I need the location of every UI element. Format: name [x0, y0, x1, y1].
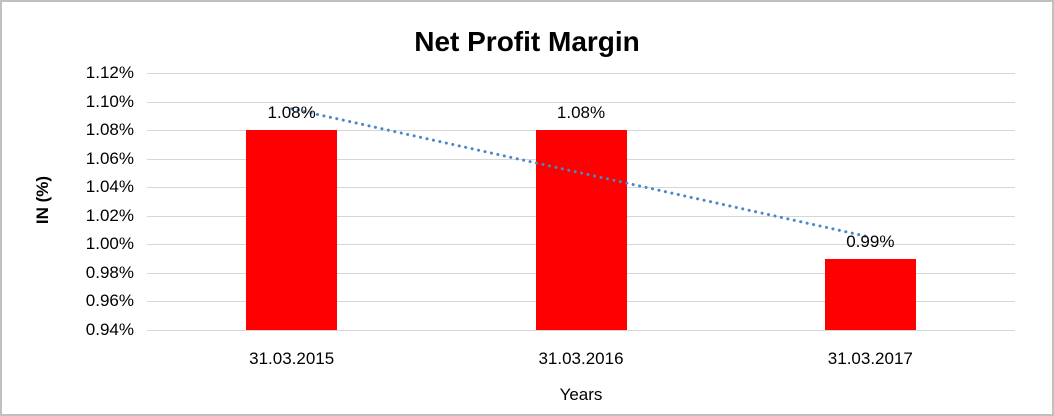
x-axis-tick-label: 31.03.2015 — [249, 349, 335, 368]
chart-title: Net Profit Margin — [414, 26, 640, 57]
y-axis-tick-label: 0.98% — [85, 262, 134, 282]
y-axis-tick-label: 0.96% — [85, 291, 134, 311]
x-axis-title: Years — [559, 385, 603, 404]
y-axis-tick-label: 1.02% — [85, 205, 134, 225]
y-axis-tick-label: 1.12% — [85, 63, 134, 82]
data-label: 1.08% — [267, 103, 316, 123]
y-axis-tick-label: 1.04% — [85, 177, 134, 197]
x-axis-tick-label: 31.03.2017 — [827, 349, 913, 368]
y-axis-tick-label: 1.00% — [85, 234, 134, 254]
bar-31.03.2015 — [246, 130, 338, 330]
y-axis-tick-label: 1.06% — [85, 148, 134, 168]
gridline — [147, 330, 1015, 331]
y-axis-tick-label: 1.08% — [85, 120, 134, 140]
y-axis-title: IN (%) — [33, 175, 52, 225]
x-axis-tick-label: 31.03.2016 — [538, 349, 624, 368]
y-axis-tick-label: 0.94% — [85, 320, 134, 339]
data-label: 1.08% — [556, 103, 606, 123]
gridline — [147, 73, 1015, 74]
y-axis-tick-label: 1.10% — [85, 91, 134, 111]
gridline — [147, 101, 1015, 103]
bar-31.03.2016 — [535, 130, 627, 330]
bar-31.03.2017 — [824, 258, 916, 330]
data-label: 0.99% — [846, 231, 895, 251]
